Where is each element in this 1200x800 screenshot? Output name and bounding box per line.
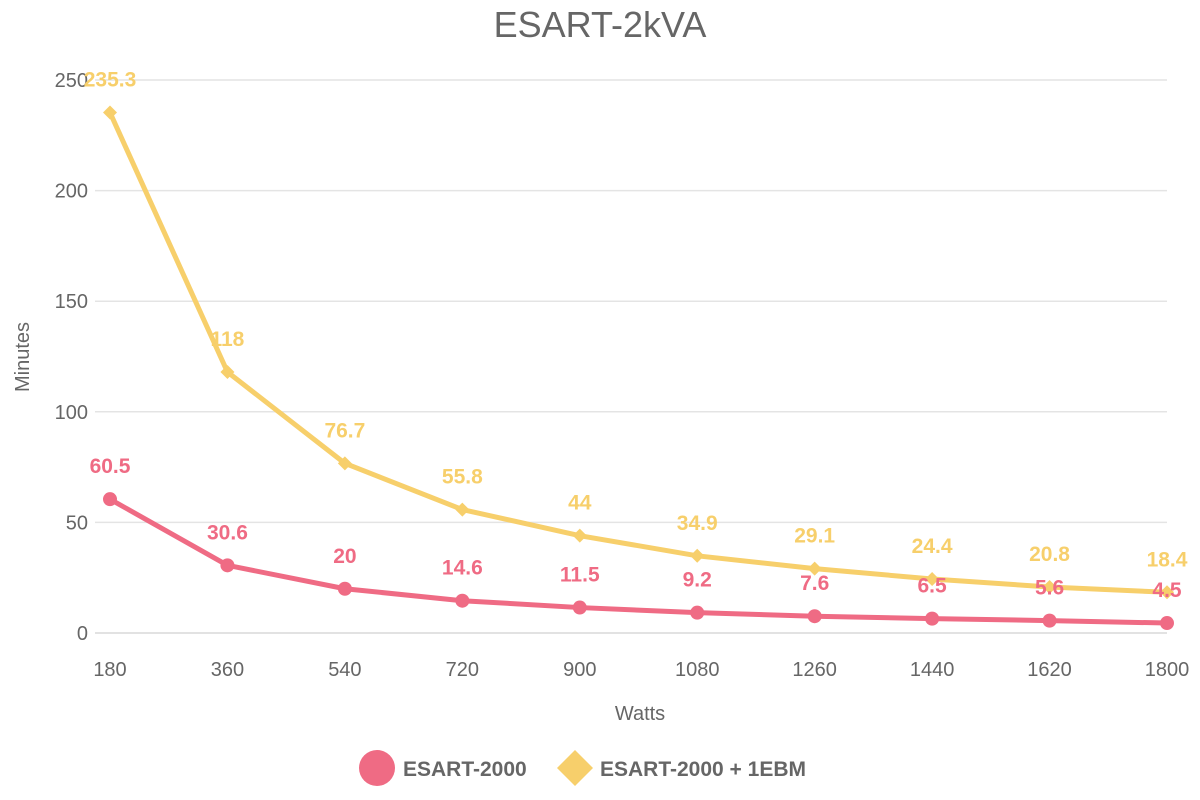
data-point [925,572,940,587]
x-tick-label: 180 [93,659,126,681]
data-point [572,600,587,615]
x-tick-label: 540 [328,659,361,681]
legend-label: ESART-2000 + 1EBM [600,758,806,781]
data-label: 29.1 [794,525,835,548]
series-line-1 [107,111,1168,595]
data-point [103,492,117,507]
y-tick-label: 200 [55,181,88,203]
data-label: 235.3 [84,69,137,92]
data-label: 20 [333,545,356,568]
y-tick-label: 0 [77,623,88,645]
data-label: 20.8 [1029,543,1070,566]
legend-label: ESART-2000 [403,758,527,781]
legend-item-esart-2000[interactable]: ESART-2000 [359,750,527,786]
y-axis-label: Minutes [12,322,34,392]
data-point [103,105,117,120]
data-label: 9.2 [683,569,712,592]
data-label: 76.7 [324,419,365,442]
data-label: 60.5 [90,455,131,478]
data-point [690,605,705,620]
data-label: 30.6 [207,521,248,544]
data-point [925,611,940,626]
data-label: 118 [210,328,244,351]
data-point [455,593,470,608]
data-point [1042,613,1057,628]
x-tick-label: 1260 [792,659,837,681]
legend-diamond-icon [557,750,593,786]
y-tick-label: 150 [55,291,88,313]
data-label: 7.6 [800,572,829,595]
data-label: 6.5 [918,575,948,598]
data-point [220,364,235,379]
data-point [220,558,235,573]
x-axis-label: Watts [615,703,665,725]
y-tick-label: 100 [55,402,88,424]
data-point [572,528,587,543]
legend-circle-icon [359,750,395,786]
y-tick-label: 50 [66,512,88,534]
x-tick-label: 1800 [1145,659,1190,681]
data-label: 14.6 [442,557,483,580]
x-tick-label: 1620 [1027,659,1072,681]
chart-title: ESART-2kVA [494,4,707,45]
data-label: 11.5 [560,564,600,587]
series-line-0 [108,496,1168,626]
data-label: 24.4 [912,535,953,558]
legend: ESART-2000 ESART-2000 + 1EBM [359,750,806,786]
data-point [1160,616,1174,631]
data-label: 4.5 [1152,579,1182,602]
data-point [807,609,822,624]
data-label: 55.8 [442,466,483,489]
data-label: 18.4 [1147,548,1188,571]
data-point [337,581,352,596]
data-point [1042,579,1057,594]
x-tick-label: 360 [211,659,244,681]
data-label: 5.6 [1035,577,1064,600]
data-point [1160,585,1174,600]
data-point [807,561,822,576]
data-label: 34.9 [677,512,718,535]
y-tick-label: 250 [55,70,88,92]
data-point [337,456,352,471]
data-label: 44 [568,492,592,515]
data-point [690,548,705,563]
x-tick-label: 720 [446,659,479,681]
x-tick-label: 1440 [910,659,955,681]
x-tick-label: 1080 [675,659,720,681]
data-point [455,502,470,517]
legend-item-esart-2000-1ebm[interactable]: ESART-2000 + 1EBM [557,750,806,786]
x-tick-label: 900 [563,659,596,681]
